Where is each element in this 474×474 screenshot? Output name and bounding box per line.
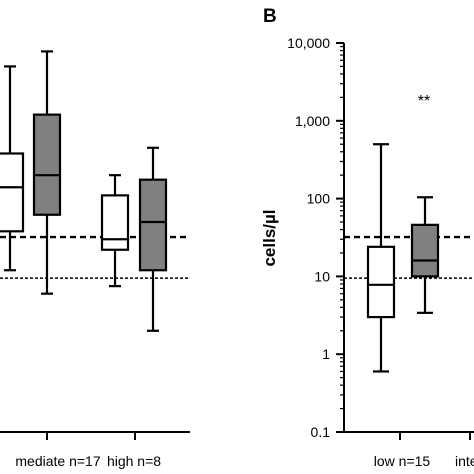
box-iqr — [0, 152, 25, 233]
box-plot-3 — [138, 146, 168, 332]
y-tick-label: 1,000 — [295, 113, 330, 129]
box-plot-b0 — [366, 143, 396, 373]
box-plot-0 — [0, 65, 25, 272]
box-iqr — [410, 223, 440, 278]
significance-annotation: ** — [418, 93, 430, 110]
y-tick-label: 0.1 — [311, 424, 331, 440]
y-axis-label: cells/µl — [260, 209, 279, 266]
left-x-tick-label: high n=8 — [107, 453, 161, 469]
box-plot-2 — [100, 174, 130, 288]
box-iqr — [32, 113, 62, 216]
y-tick-label: 1 — [322, 346, 330, 362]
box-iqr — [100, 194, 130, 251]
y-tick-label: 100 — [307, 191, 331, 207]
y-tick-label: 10,000 — [287, 35, 330, 51]
y-tick-label: 10 — [314, 268, 330, 284]
right-x-tick-label: low n=15 — [374, 453, 431, 469]
left-panel: mediate n=17 high n=8 — [0, 50, 190, 469]
right-x-tick-label: inte — [455, 453, 474, 469]
box-iqr — [366, 245, 396, 319]
box-plot-1 — [32, 50, 62, 295]
box-plot-b1 — [410, 196, 440, 314]
box-iqr — [138, 178, 168, 272]
left-x-tick-label: mediate n=17 — [15, 453, 100, 469]
panel-label-b: B — [263, 6, 277, 27]
